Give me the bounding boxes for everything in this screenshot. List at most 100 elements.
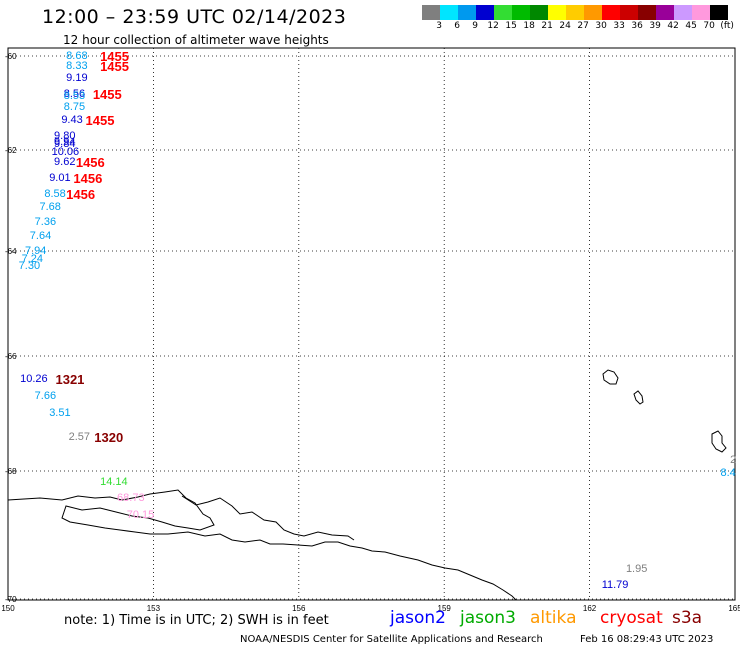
- colorbar-tick: 3: [436, 21, 442, 31]
- wave-height-reading: 3.51: [49, 406, 71, 419]
- satellite-legend-item: jason3: [460, 608, 516, 628]
- wave-height-reading: 8.58: [44, 188, 66, 201]
- latitude-label: -64: [5, 247, 17, 256]
- colorbar-swatch: [584, 5, 602, 20]
- colorbar-swatch: [674, 5, 692, 20]
- colorbar-swatch: [656, 5, 674, 20]
- wave-height-reading: 9.94: [54, 135, 76, 148]
- colorbar-tick: 27: [577, 21, 589, 31]
- coastline: [7, 369, 727, 601]
- colorbar-tick: 6: [454, 21, 460, 31]
- pass-time-label: 1455: [100, 58, 129, 74]
- longitude-label: 165: [728, 604, 740, 613]
- colorbar-tick: 30: [595, 21, 607, 31]
- pass-time-label: 1320: [94, 430, 124, 446]
- wave-height-reading: 9.80: [54, 129, 76, 142]
- colorbar-tick: 36: [631, 21, 643, 31]
- latitude-label: -62: [5, 146, 17, 155]
- wave-height-reading: 7.94: [24, 245, 47, 258]
- colorbar-swatch: [530, 5, 548, 20]
- longitude-label: 159: [438, 604, 452, 613]
- wave-height-reading: 8.53: [63, 90, 86, 103]
- latitude-label: -68: [5, 467, 17, 476]
- wave-height-reading: 10.26: [20, 373, 48, 386]
- pass-time-label: 1456: [75, 154, 105, 170]
- colorbar-swatch: [494, 5, 512, 20]
- wave-height-reading: 7.64: [29, 229, 52, 242]
- longitude-label: 162: [583, 604, 597, 613]
- wave-height-reading: 9.19: [66, 71, 88, 84]
- wave-height-reading: 7.66: [34, 390, 57, 403]
- wave-height-reading: 8.68: [66, 49, 88, 62]
- island-2: [633, 390, 644, 405]
- wave-height-reading: 1.95: [625, 563, 648, 576]
- map-frame: [7, 47, 736, 601]
- colorbar-tick: 21: [541, 21, 553, 31]
- wave-height-reading: 8.4: [720, 467, 736, 480]
- colorbar-swatch: [422, 5, 440, 20]
- wave-height-reading: 9.43: [61, 113, 83, 126]
- colorbar-swatch: [548, 5, 566, 20]
- pass-time-label: 1456: [66, 187, 96, 203]
- antarctic-coastline: [7, 489, 517, 601]
- wave-height-reading: 70.15: [126, 508, 155, 521]
- colorbar-tick: 15: [505, 21, 517, 31]
- wave-height-reading: 9.01: [49, 172, 71, 185]
- island-1: [602, 369, 619, 385]
- pass-time-label: 1455: [85, 112, 115, 128]
- map-title: 12:00 – 23:59 UTC 02/14/2023: [42, 6, 347, 28]
- longitude-label: 150: [1, 604, 15, 613]
- wave-height-reading: 7.36: [34, 216, 57, 229]
- colorbar-tick: 18: [523, 21, 535, 31]
- wave-height-reading: 8.33: [66, 59, 88, 72]
- colorbar-tick: 9: [472, 21, 478, 31]
- wave-height-reading: 7.30: [18, 259, 41, 272]
- pass-time-label: 1455: [100, 48, 129, 64]
- longitude-label: 153: [147, 604, 161, 613]
- colorbar-tick: (ft): [720, 21, 734, 31]
- credit-text: NOAA/NESDIS Center for Satellite Applica…: [240, 634, 543, 645]
- wave-height-reading: 14.14: [100, 475, 128, 488]
- colorbar-swatch: [512, 5, 530, 20]
- colorbar-tick: 70: [703, 21, 715, 31]
- colorbar-swatch: [476, 5, 494, 20]
- colorbar-swatch: [602, 5, 620, 20]
- colorbar-tick: 24: [559, 21, 571, 31]
- satellite-legend-item: jason2: [390, 608, 446, 628]
- latitude-label: -70: [5, 595, 17, 604]
- colorbar-swatch: [710, 5, 728, 20]
- wave-height-reading: 2.57: [68, 431, 90, 444]
- colorbar-swatch: [692, 5, 710, 20]
- colorbar-swatch: [620, 5, 638, 20]
- pass-time-label: 1321: [55, 372, 85, 388]
- colorbar-tick-labels: 3 6 9 12 15 18 21 24 27 30 33 36 39 42 45 70 (ft): [422, 21, 734, 33]
- latitude-label: -60: [5, 52, 17, 61]
- satellite-legend-item: cryosat: [600, 608, 663, 628]
- wave-height-reading: 9.62: [54, 155, 76, 168]
- satellite-legend-item: s3a: [672, 608, 703, 628]
- wave-height-reading: 11.79: [601, 578, 629, 591]
- wave-height-reading: 10.06: [51, 145, 80, 158]
- wave-height-reading: 8.75: [63, 100, 86, 113]
- colorbar-swatch: [638, 5, 656, 20]
- wave-height-reading: 9.84: [54, 138, 76, 151]
- pass-time-label: 1456: [73, 171, 103, 187]
- wave-height-reading: 8.56: [63, 87, 86, 100]
- latitude-label: -66: [5, 352, 17, 361]
- wave-height-reading: 7.24: [21, 253, 43, 266]
- ice-shelf-inlet: [181, 495, 355, 541]
- pass-time-label: 1455: [92, 86, 122, 102]
- colorbar-swatch: [440, 5, 458, 20]
- wave-height-colorbar: [422, 5, 728, 20]
- colorbar-tick: 45: [685, 21, 697, 31]
- colorbar-tick: 33: [613, 21, 625, 31]
- colorbar-tick: 42: [667, 21, 679, 31]
- island-3: [711, 430, 727, 453]
- map-subtitle: 12 hour collection of altimeter wave hei…: [63, 33, 329, 47]
- colorbar-swatch: [458, 5, 476, 20]
- colorbar-tick: 12: [487, 21, 499, 31]
- satellite-legend-item: altika: [530, 608, 577, 628]
